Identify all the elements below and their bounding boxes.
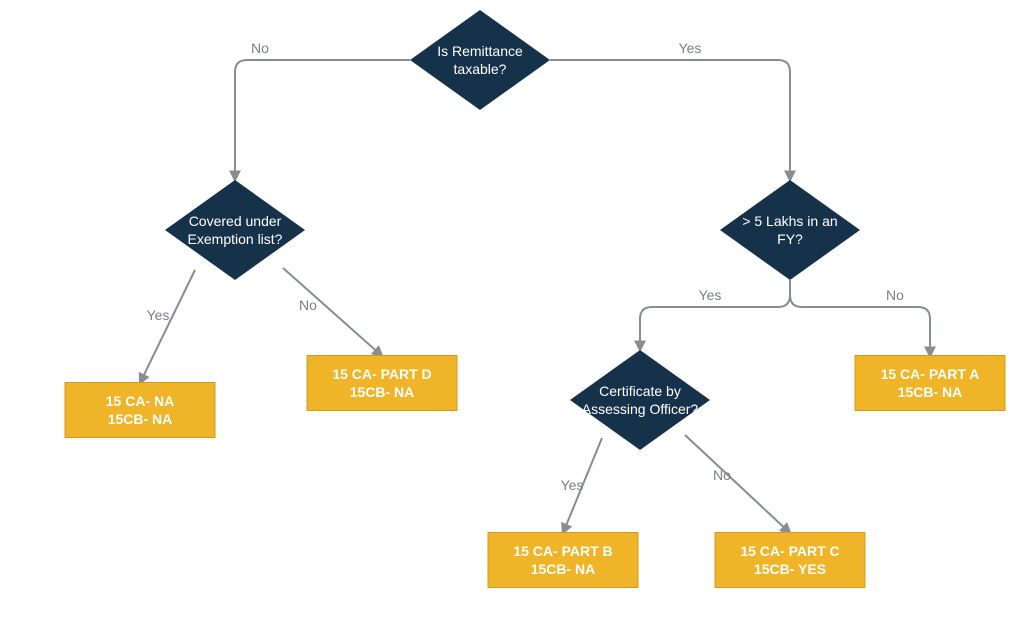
result-label-b5-l2: 15CB- YES: [754, 561, 826, 577]
edge-e4: [283, 268, 382, 356]
edge-e8: [685, 435, 790, 533]
decision-label-d4-l1: Certificate by: [599, 383, 681, 399]
decision-d2: [165, 180, 305, 280]
result-box-b1: [65, 383, 215, 438]
result-label-b5-l1: 15 CA- PART C: [740, 543, 839, 559]
result-label-b3-l2: 15CB- NA: [898, 384, 963, 400]
decision-label-d1-l2: taxable?: [454, 61, 507, 77]
edge-e2: [550, 60, 790, 180]
edge-label-e4: No: [299, 297, 317, 313]
result-label-b1-l2: 15CB- NA: [108, 411, 173, 427]
edge-label-e8: No: [713, 467, 731, 483]
result-label-b1-l1: 15 CA- NA: [106, 393, 174, 409]
result-box-b5: [715, 533, 865, 588]
decision-label-d4-l2: Assessing Officer?: [582, 401, 699, 417]
edge-e3: [140, 270, 195, 383]
result-box-b2: [307, 356, 457, 411]
result-label-b2-l2: 15CB- NA: [350, 384, 415, 400]
edge-label-e6: No: [886, 287, 904, 303]
decision-d1: [410, 10, 550, 110]
edge-e6: [790, 280, 930, 356]
flowchart-canvas: No Yes Yes No Yes No Yes No Is Remittance taxable…: [0, 0, 1024, 621]
result-label-b4-l1: 15 CA- PART B: [513, 543, 612, 559]
decision-label-d1-l1: Is Remittance: [437, 43, 523, 59]
edge-label-e7: Yes: [561, 477, 584, 493]
result-box-b4: [488, 533, 638, 588]
edge-label-e3: Yes: [147, 307, 170, 323]
edge-label-e5: Yes: [699, 287, 722, 303]
decision-label-d2-l2: Exemption list?: [188, 231, 283, 247]
result-box-b3: [855, 356, 1005, 411]
result-label-b4-l2: 15CB- NA: [531, 561, 596, 577]
result-label-b3-l1: 15 CA- PART A: [881, 366, 980, 382]
edge-label-e1: No: [251, 40, 269, 56]
decision-label-d3-l2: FY?: [777, 231, 803, 247]
decision-d3: [720, 180, 860, 280]
decision-label-d2-l1: Covered under: [189, 213, 282, 229]
edge-e1: [235, 60, 410, 180]
edge-label-e2: Yes: [679, 40, 702, 56]
result-label-b2-l1: 15 CA- PART D: [332, 366, 431, 382]
decision-label-d3-l1: > 5 Lakhs in an: [742, 213, 837, 229]
decision-d4: [570, 350, 710, 450]
